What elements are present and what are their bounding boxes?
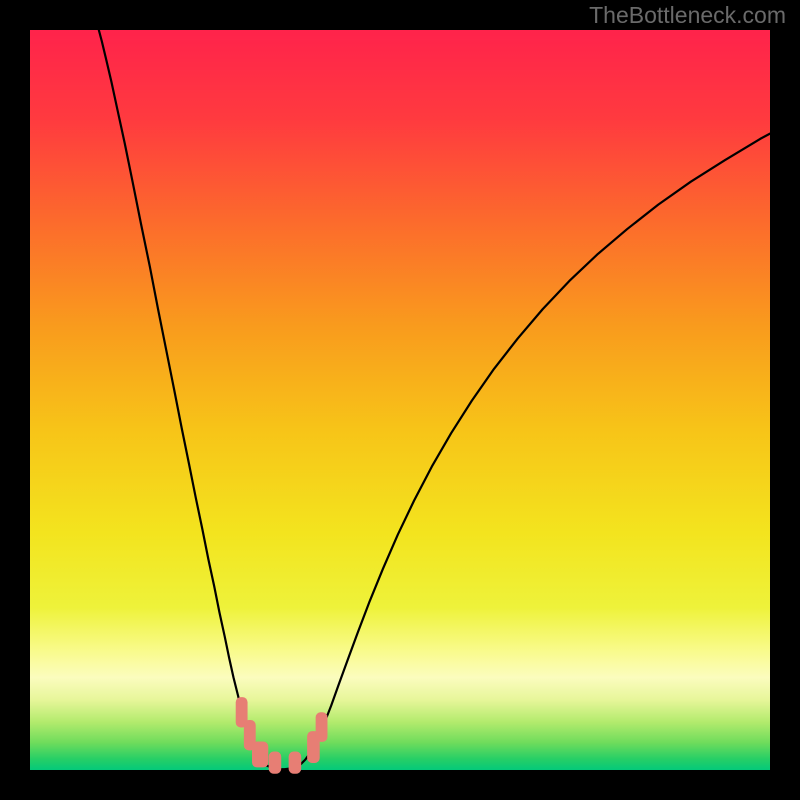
bottleneck-curve bbox=[99, 30, 770, 769]
valley-node bbox=[252, 742, 268, 768]
plot-area bbox=[30, 30, 770, 770]
chart-frame: TheBottleneck.com bbox=[0, 0, 800, 800]
watermark-text: TheBottleneck.com bbox=[589, 2, 786, 29]
valley-node bbox=[316, 712, 328, 742]
valley-node bbox=[269, 752, 282, 774]
curve-layer bbox=[30, 30, 770, 770]
valley-node bbox=[289, 752, 302, 774]
